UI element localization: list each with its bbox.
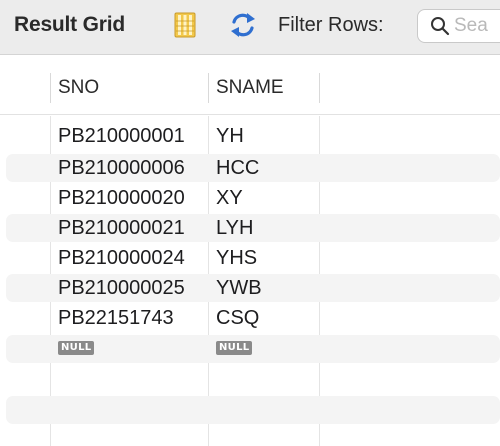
cell-sname[interactable]: YWB bbox=[216, 277, 262, 299]
cell-sno[interactable]: PB210000025 bbox=[58, 277, 185, 299]
grid-header: SNO SNAME bbox=[0, 57, 500, 115]
filter-rows-search[interactable] bbox=[417, 9, 500, 43]
table-row[interactable]: PB210000021 LYH bbox=[0, 213, 500, 243]
empty-row bbox=[0, 364, 500, 394]
table-row[interactable]: PB22151743 CSQ bbox=[0, 303, 500, 333]
cell-sname[interactable]: LYH bbox=[216, 217, 254, 239]
refresh-button[interactable] bbox=[228, 10, 258, 40]
search-icon bbox=[431, 17, 450, 36]
cell-sname[interactable]: YHS bbox=[216, 247, 258, 269]
cell-sname[interactable]: YH bbox=[216, 125, 244, 147]
row-stripe bbox=[6, 396, 500, 424]
null-badge: NULL bbox=[216, 340, 253, 355]
cell-sno[interactable]: PB210000021 bbox=[58, 217, 185, 239]
cell-sno[interactable]: PB22151743 bbox=[58, 307, 174, 329]
grid-view-button[interactable] bbox=[170, 10, 200, 40]
filter-rows-input[interactable] bbox=[454, 15, 500, 37]
table-row[interactable]: PB210000024 YHS bbox=[0, 243, 500, 273]
table-row[interactable]: PB210000006 HCC bbox=[0, 153, 500, 183]
cell-sno[interactable]: PB210000020 bbox=[58, 187, 185, 209]
cell-sno-null[interactable]: NULL bbox=[50, 334, 208, 364]
refresh-icon bbox=[231, 13, 255, 37]
new-row[interactable]: NULL NULL bbox=[0, 334, 500, 364]
column-header-sno[interactable]: SNO bbox=[50, 73, 208, 103]
table-row[interactable]: PB210000001 YH bbox=[0, 121, 500, 151]
result-grid-toolbar: Result Grid Filter Rows: bbox=[0, 0, 500, 55]
row-stripe bbox=[6, 274, 500, 302]
cell-sno[interactable]: PB210000024 bbox=[58, 247, 185, 269]
grid-view-icon bbox=[174, 12, 196, 38]
result-grid-title: Result Grid bbox=[14, 13, 125, 36]
empty-row bbox=[0, 395, 500, 425]
cell-sname[interactable]: CSQ bbox=[216, 307, 260, 329]
column-divider[interactable] bbox=[319, 73, 320, 103]
row-stripe bbox=[6, 214, 500, 242]
table-row[interactable]: PB210000025 YWB bbox=[0, 273, 500, 303]
null-badge: NULL bbox=[58, 340, 95, 355]
column-header-sname[interactable]: SNAME bbox=[208, 73, 320, 103]
cell-sno[interactable]: PB210000001 bbox=[58, 125, 185, 147]
table-row[interactable]: PB210000020 XY bbox=[0, 183, 500, 213]
cell-sname[interactable]: HCC bbox=[216, 157, 260, 179]
row-stripe bbox=[6, 154, 500, 182]
cell-sno[interactable]: PB210000006 bbox=[58, 157, 185, 179]
filter-rows-label: Filter Rows: bbox=[278, 14, 384, 36]
cell-sname-null[interactable]: NULL bbox=[208, 334, 320, 364]
cell-sname[interactable]: XY bbox=[216, 187, 243, 209]
